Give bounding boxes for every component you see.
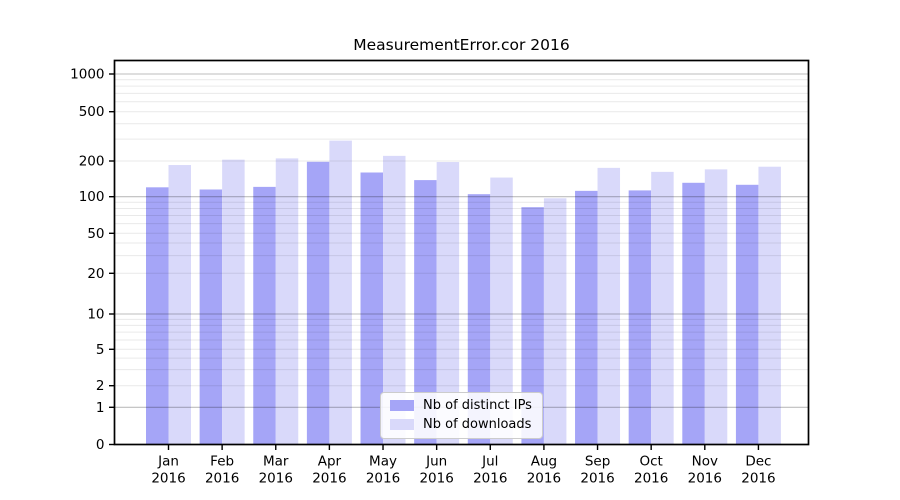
x-tick-label-year: 2016 [205,471,239,487]
bar-distinct-ips-jun [414,180,437,445]
y-tick-label: 10 [87,307,104,323]
x-tick-label-month: Sep [585,454,610,470]
bar-downloads-jun [436,162,460,445]
bar-downloads-apr [329,140,352,445]
bar-downloads-dec [758,166,781,445]
legend-label-downloads: Nb of downloads [423,417,532,432]
bar-downloads-jul [490,177,513,445]
y-tick-label: 5 [96,342,105,358]
bar-distinct-ips-dec [735,184,759,445]
x-tick-label-month: Aug [531,454,557,470]
x-tick-label-year: 2016 [259,471,293,487]
x-tick-label-year: 2016 [741,471,775,487]
plot-border [113,59,810,446]
x-tick-label-year: 2016 [527,471,561,487]
x-tick-label-month: Oct [639,454,662,470]
legend-label-distinct-ips: Nb of distinct IPs [423,398,532,413]
y-tick-label: 500 [79,104,105,120]
legend-swatch-downloads [390,419,414,430]
legend-entry-distinct-ips: Nb of distinct IPs [390,398,532,413]
x-tick-label-month: Mar [263,454,289,470]
bar-downloads-nov [704,169,728,445]
x-tick-label-month: May [369,454,397,470]
legend: Nb of distinct IPs Nb of downloads [380,392,543,439]
bar-distinct-ips-nov [682,182,705,445]
x-tick-label-year: 2016 [151,471,185,487]
x-tick-label-month: Nov [692,454,718,470]
x-tick-label-year: 2016 [634,471,668,487]
x-tick-label-month: Apr [318,454,342,470]
bar-distinct-ips-jul [467,194,491,445]
x-tick-label-year: 2016 [419,471,453,487]
legend-swatch-distinct-ips [390,400,414,411]
x-tick-label-month: Jan [157,454,179,470]
y-tick-label: 0 [96,437,105,453]
legend-entry-downloads: Nb of downloads [390,417,532,432]
bars [146,140,781,445]
x-tick-label-year: 2016 [366,471,400,487]
x-tick-label-month: Jun [425,454,447,470]
bar-downloads-may [383,155,406,445]
bar-distinct-ips-sep [575,190,598,445]
gridlines [114,73,809,408]
bar-distinct-ips-feb [199,189,223,445]
y-tick-label: 1 [96,400,105,416]
bar-downloads-oct [651,171,674,445]
bar-distinct-ips-oct [628,190,652,445]
y-tick-label: 2 [96,378,105,394]
x-tick-label-month: Dec [745,454,771,470]
y-tick-label: 50 [87,226,104,242]
x-tick-label-year: 2016 [312,471,346,487]
bar-downloads-aug [543,198,567,445]
x-tick-label-year: 2016 [580,471,614,487]
bar-distinct-ips-apr [306,161,330,445]
bar-downloads-mar [275,158,299,445]
x-tick-label-month: Jul [481,454,498,470]
x-tick-label-year: 2016 [688,471,722,487]
bar-downloads-jan [168,165,191,445]
y-tick-label: 1000 [70,67,104,83]
bar-downloads-sep [597,167,621,445]
chart-title: MeasurementError.cor 2016 [353,36,570,54]
y-tick-label: 100 [79,189,105,205]
x-axis-labels: Jan2016Feb2016Mar2016Apr2016May2016Jun20… [151,444,776,487]
bar-distinct-ips-may [360,172,384,445]
x-tick-label-year: 2016 [473,471,507,487]
y-axis-labels: 0 1 2 5 10 20 50 100 200 500 1000 [70,67,115,453]
bar-distinct-ips-mar [253,186,276,445]
y-tick-label: 20 [87,266,104,282]
bar-distinct-ips-jan [146,187,169,445]
bar-downloads-feb [222,159,245,445]
x-tick-label-month: Feb [210,454,234,470]
y-tick-label: 200 [79,154,105,170]
bar-distinct-ips-aug [521,207,544,445]
